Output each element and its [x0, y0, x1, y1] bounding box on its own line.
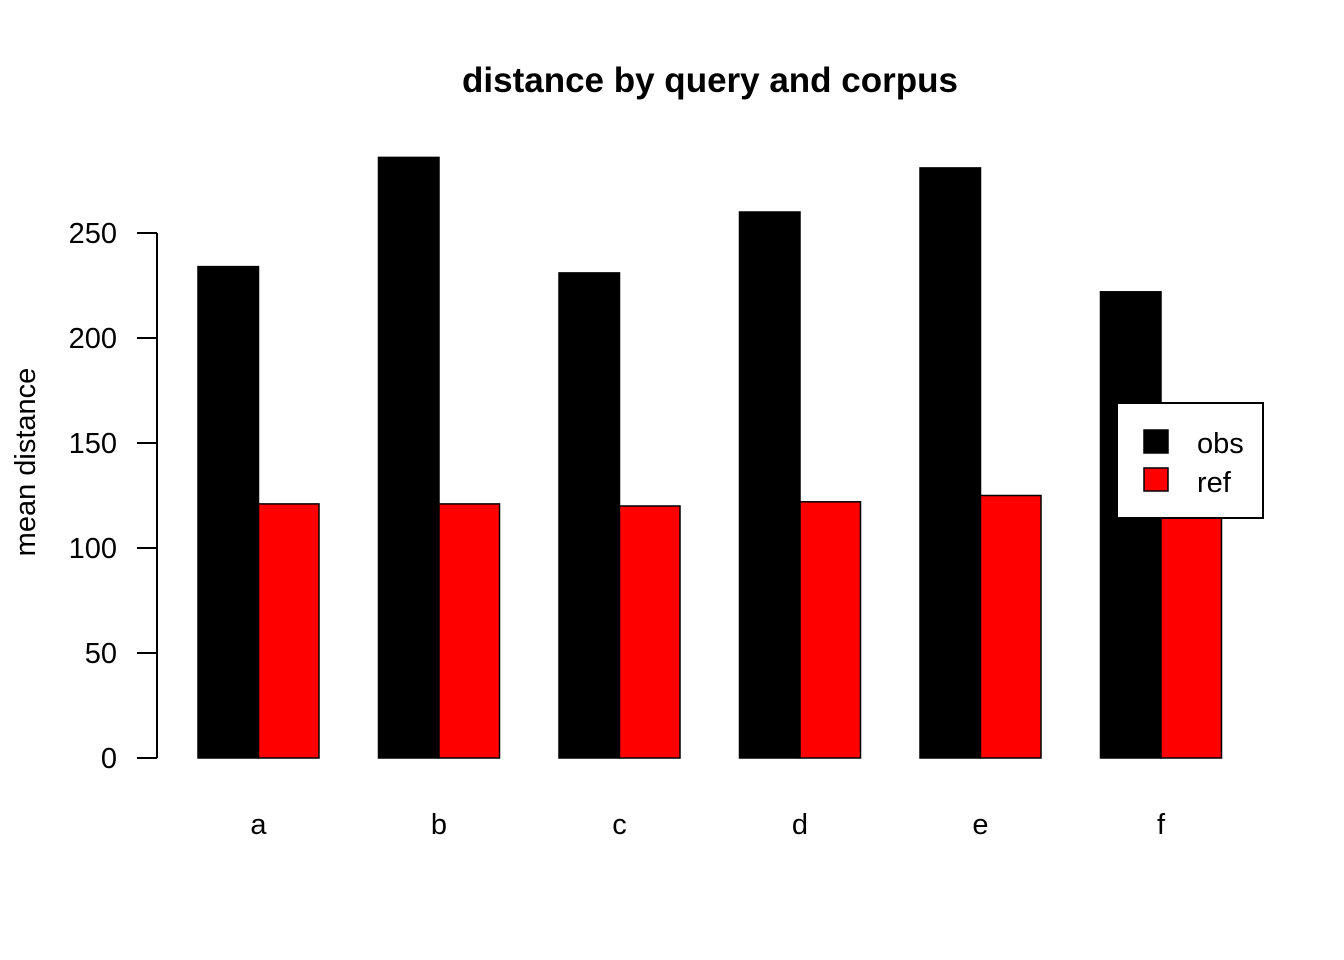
y-tick-label: 100: [69, 533, 117, 565]
legend-label-obs: obs: [1197, 428, 1244, 460]
legend-label-ref: ref: [1197, 467, 1232, 499]
bar-obs-e: [919, 167, 982, 759]
bar-obs-f: [1099, 291, 1162, 759]
y-axis: 0 50 100 150 200 250: [69, 218, 158, 775]
y-axis-label: mean distance: [10, 368, 42, 557]
legend-swatch-ref: [1143, 467, 1169, 492]
bar-obs-a: [197, 265, 260, 759]
bar-ref-c: [618, 505, 681, 759]
bar-ref-a: [257, 503, 320, 759]
chart-title: distance by query and corpus: [462, 61, 958, 100]
bar-obs-c: [558, 272, 621, 759]
legend-box: [1116, 402, 1264, 519]
bar-ref-b: [438, 503, 501, 759]
bar-ref-f: [1160, 501, 1223, 759]
legend-swatch-obs: [1143, 429, 1169, 454]
bar-obs-d: [738, 211, 801, 759]
bar-obs-b: [377, 156, 440, 759]
bar-ref-e: [979, 494, 1042, 759]
x-tick-label: d: [792, 809, 808, 841]
x-tick-label: b: [431, 809, 447, 841]
bar-ref-d: [799, 501, 862, 759]
y-tick-label: 0: [101, 743, 117, 775]
x-axis-labels: a b c d e f: [250, 809, 1166, 841]
y-tick-label: 250: [69, 218, 117, 250]
y-tick-label: 150: [69, 428, 117, 460]
legend: obs ref: [1116, 402, 1264, 519]
y-tick-label: 200: [69, 323, 117, 355]
x-tick-label: c: [612, 809, 627, 841]
x-tick-label: f: [1157, 809, 1166, 841]
bars: [197, 156, 1223, 759]
x-tick-label: e: [972, 809, 988, 841]
y-tick-label: 50: [85, 638, 117, 670]
x-tick-label: a: [250, 809, 267, 841]
